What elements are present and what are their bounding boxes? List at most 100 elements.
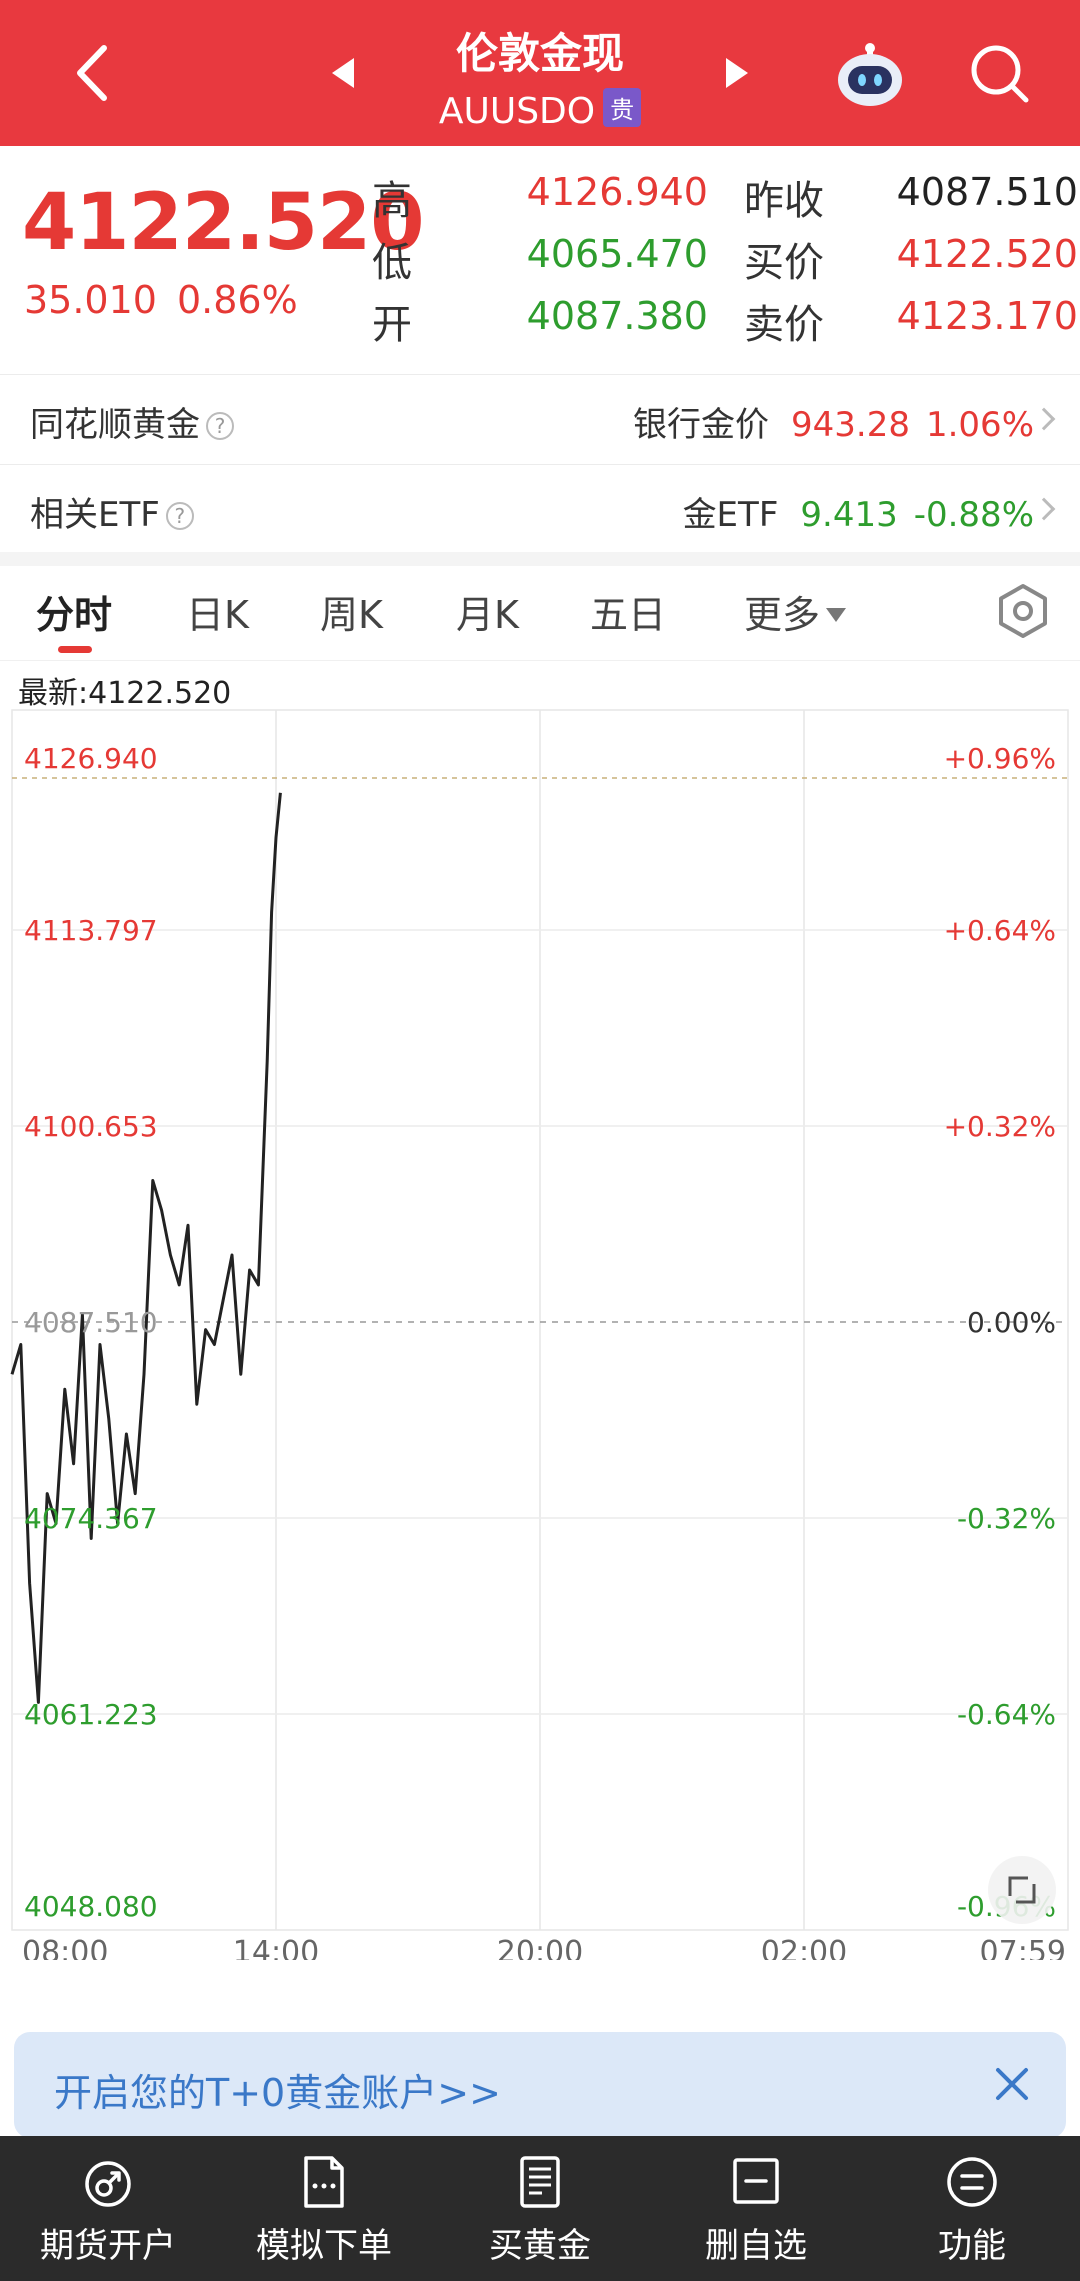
section-gap [0, 552, 1080, 566]
y-tick-percent-label: -0.32% [957, 1502, 1056, 1535]
y-tick-label: 4113.797 [24, 914, 158, 947]
page-title: 伦敦金现 [455, 29, 624, 78]
price-change: 35.010 0.86% [24, 278, 298, 322]
bottom-nav: 期货开户 模拟下单 买黄金 删自选 [0, 2136, 1080, 2281]
tab-intraday[interactable]: 分时 [36, 593, 113, 637]
gold-etf-quote[interactable]: 金ETF 9.413 -0.88% [683, 487, 1034, 536]
prev-close-value: 4087.510 [896, 170, 1078, 214]
x-tick-label: 02:00 [761, 1935, 847, 1960]
high-label: 高 [372, 178, 412, 224]
change-absolute: 35.010 [24, 278, 157, 322]
tab-weekly-k[interactable]: 周K [320, 593, 383, 637]
bid-label: 买价 [744, 240, 824, 286]
related-etf-row[interactable]: 相关ETF? 金ETF 9.413 -0.88% [0, 465, 1080, 553]
bank-price-percent: 1.06% [925, 405, 1034, 445]
y-tick-label: 4126.940 [24, 742, 158, 775]
etf-label: 相关ETF [30, 495, 160, 535]
triangle-right-icon[interactable] [726, 58, 748, 88]
ask-label: 卖价 [744, 302, 824, 348]
nav-label: 功能 [938, 2226, 1006, 2266]
etf-name: 金ETF [682, 495, 779, 535]
y-tick-label: 4074.367 [24, 1502, 158, 1535]
fullscreen-button [988, 1856, 1056, 1924]
chevron-right-icon[interactable] [1032, 497, 1056, 521]
tab-more[interactable]: 更多 [744, 584, 847, 639]
active-tab-indicator [58, 646, 92, 653]
etf-value: 9.413 [800, 495, 898, 535]
bid-value: 4122.520 [896, 232, 1078, 276]
gold-label: 同花顺黄金 [30, 405, 200, 445]
nav-label: 删自选 [705, 2226, 807, 2266]
ask-value: 4123.170 [896, 294, 1078, 338]
y-tick-percent-label: +0.96% [944, 742, 1056, 775]
y-tick-label: 4100.653 [24, 1110, 158, 1143]
y-tick-label: 4087.510 [24, 1306, 158, 1339]
etf-section-label: 相关ETF? [30, 487, 194, 536]
fullscreen-icon [1008, 1876, 1028, 1896]
divider [0, 374, 1080, 375]
y-tick-label: 4061.223 [24, 1698, 158, 1731]
etf-percent: -0.88% [913, 495, 1034, 535]
chevron-left-icon[interactable] [60, 38, 130, 108]
tab-daily-k[interactable]: 日K [186, 593, 249, 637]
simulate-order-icon [304, 2156, 344, 2208]
x-tick-label: 20:00 [497, 1935, 583, 1960]
high-value: 4126.940 [526, 170, 708, 214]
divider [0, 464, 1080, 465]
tab-five-day[interactable]: 五日 [590, 593, 667, 637]
prev-close-label: 昨收 [744, 178, 824, 224]
x-tick-label: 14:00 [233, 1935, 319, 1960]
futures-account-icon [85, 2161, 131, 2207]
help-icon[interactable]: ? [165, 502, 194, 530]
chevron-right-icon[interactable] [1032, 407, 1056, 431]
buy-gold-icon [520, 2156, 560, 2208]
remove-watchlist-icon [733, 2158, 779, 2204]
bank-price-label: 银行金价 [633, 405, 770, 445]
y-tick-label: 4048.080 [24, 1890, 158, 1923]
help-icon[interactable]: ? [206, 412, 234, 440]
y-tick-percent-label: 0.00% [967, 1306, 1056, 1339]
symbol-label: AUUSDO [438, 91, 596, 132]
fullscreen-icon [1016, 1884, 1036, 1904]
close-icon[interactable] [992, 2064, 1032, 2104]
triangle-left-icon[interactable] [332, 58, 354, 88]
x-tick-label: 08:00 [22, 1935, 108, 1960]
open-label: 开 [372, 302, 412, 348]
divider [0, 660, 1080, 661]
nav-futures-account[interactable]: 期货开户 [0, 2136, 216, 2281]
search-icon[interactable] [966, 40, 1032, 106]
change-percent: 0.86% [176, 278, 298, 322]
nav-remove-watchlist[interactable]: 删自选 [648, 2136, 864, 2281]
nav-label: 期货开户 [40, 2226, 176, 2266]
top-bar: 伦敦金现 AUUSDO 贵 [0, 0, 1080, 146]
chart-price-line [10, 792, 282, 1704]
promo-text[interactable]: 开启您的T+0黄金账户>> [54, 2071, 501, 2115]
bank-price-value: 943.28 [791, 405, 910, 445]
latest-price-label: 最新:4122.520 [18, 676, 232, 711]
menu-icon [947, 2157, 997, 2207]
nav-buy-gold[interactable]: 买黄金 [432, 2136, 648, 2281]
robot-icon[interactable] [834, 38, 906, 110]
tab-monthly-k[interactable]: 月K [456, 593, 519, 637]
open-value: 4087.380 [526, 294, 708, 338]
nav-simulate-order[interactable]: 模拟下单 [216, 2136, 432, 2281]
precious-metal-badge: 贵 [603, 88, 642, 127]
nav-functions[interactable]: 功能 [864, 2136, 1080, 2281]
y-tick-percent-label: +0.64% [944, 914, 1056, 947]
caret-down-icon [826, 608, 847, 622]
y-tick-percent-label: -0.64% [957, 1698, 1056, 1731]
tab-more-label: 更多 [744, 593, 821, 637]
bank-gold-price[interactable]: 银行金价 943.28 1.06% [633, 397, 1034, 446]
current-price: 4122.520 [22, 178, 425, 268]
low-value: 4065.470 [526, 232, 708, 276]
intraday-chart[interactable]: 4126.940 +0.96% 4113.797 +0.64% 4100.653 +0.3… [0, 700, 1080, 1960]
symbol-code: AUUSDO 贵 [0, 88, 1080, 132]
settings-icon[interactable] [994, 582, 1052, 640]
y-tick-percent-label: +0.32% [944, 1110, 1056, 1143]
x-tick-label: 07:59 [980, 1935, 1066, 1960]
nav-label: 买黄金 [489, 2226, 591, 2266]
gold-bank-row[interactable]: 同花顺黄金? 银行金价 943.28 1.06% [0, 375, 1080, 463]
nav-label: 模拟下单 [256, 2226, 392, 2266]
gold-section-label: 同花顺黄金? [30, 397, 234, 446]
promo-banner[interactable]: 开启您的T+0黄金账户>> [14, 2032, 1066, 2138]
